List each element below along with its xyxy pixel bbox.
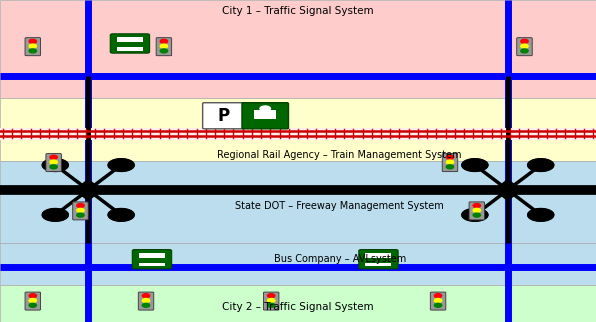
FancyBboxPatch shape xyxy=(73,202,88,220)
Circle shape xyxy=(521,44,528,48)
Text: City 2 – Traffic Signal System: City 2 – Traffic Signal System xyxy=(222,301,374,312)
Text: Bus Company – AVLsystem: Bus Company – AVLsystem xyxy=(274,254,406,264)
FancyBboxPatch shape xyxy=(25,38,41,56)
Circle shape xyxy=(29,39,36,43)
Polygon shape xyxy=(527,209,554,221)
Text: City 1 – Traffic Signal System: City 1 – Traffic Signal System xyxy=(222,6,374,16)
FancyBboxPatch shape xyxy=(517,38,532,56)
FancyBboxPatch shape xyxy=(156,38,172,56)
Bar xyxy=(117,47,143,51)
Circle shape xyxy=(50,155,57,159)
Circle shape xyxy=(77,208,84,212)
Circle shape xyxy=(473,208,480,212)
Polygon shape xyxy=(462,159,488,171)
Circle shape xyxy=(446,155,454,159)
Bar xyxy=(0,285,596,322)
Circle shape xyxy=(446,160,454,164)
FancyBboxPatch shape xyxy=(25,292,41,310)
Circle shape xyxy=(160,39,167,43)
FancyBboxPatch shape xyxy=(138,292,154,310)
Text: State DOT – Freeway Management System: State DOT – Freeway Management System xyxy=(235,201,444,211)
Circle shape xyxy=(473,213,480,217)
FancyBboxPatch shape xyxy=(359,250,398,269)
Bar xyxy=(0,0,596,98)
FancyBboxPatch shape xyxy=(132,250,172,269)
FancyBboxPatch shape xyxy=(242,103,288,129)
FancyBboxPatch shape xyxy=(203,103,244,129)
Circle shape xyxy=(521,39,528,43)
Bar xyxy=(0,243,596,285)
Bar xyxy=(139,253,165,258)
Circle shape xyxy=(142,298,150,302)
Polygon shape xyxy=(462,209,488,221)
Bar xyxy=(117,37,143,42)
Text: P: P xyxy=(218,107,229,125)
Circle shape xyxy=(160,49,167,53)
Circle shape xyxy=(50,160,57,164)
Circle shape xyxy=(434,298,442,302)
Circle shape xyxy=(268,298,275,302)
Circle shape xyxy=(142,303,150,307)
Polygon shape xyxy=(495,179,521,201)
Circle shape xyxy=(77,204,84,208)
Circle shape xyxy=(434,303,442,307)
Circle shape xyxy=(29,49,36,53)
Bar xyxy=(139,263,165,266)
FancyBboxPatch shape xyxy=(46,154,61,172)
Circle shape xyxy=(521,49,528,53)
Circle shape xyxy=(434,294,442,298)
FancyBboxPatch shape xyxy=(442,154,458,172)
FancyBboxPatch shape xyxy=(110,34,150,53)
Circle shape xyxy=(29,298,36,302)
Circle shape xyxy=(446,165,454,169)
Polygon shape xyxy=(527,159,554,171)
Text: Regional Rail Agency – Train Management System: Regional Rail Agency – Train Management … xyxy=(218,150,462,160)
Circle shape xyxy=(29,44,36,48)
Circle shape xyxy=(268,303,275,307)
FancyBboxPatch shape xyxy=(430,292,446,310)
Polygon shape xyxy=(75,179,101,201)
Circle shape xyxy=(77,213,84,217)
Bar xyxy=(254,110,276,119)
Polygon shape xyxy=(108,159,134,171)
Circle shape xyxy=(268,294,275,298)
Bar xyxy=(365,253,392,258)
Polygon shape xyxy=(108,209,134,221)
Circle shape xyxy=(29,294,36,298)
Circle shape xyxy=(160,44,167,48)
Polygon shape xyxy=(42,209,69,221)
Bar xyxy=(0,128,596,140)
FancyBboxPatch shape xyxy=(263,292,279,310)
Circle shape xyxy=(259,105,271,112)
Circle shape xyxy=(29,303,36,307)
Circle shape xyxy=(473,204,480,208)
Bar xyxy=(0,98,596,161)
Bar xyxy=(0,161,596,243)
FancyBboxPatch shape xyxy=(469,202,485,220)
Polygon shape xyxy=(42,159,69,171)
Circle shape xyxy=(50,165,57,169)
Circle shape xyxy=(142,294,150,298)
Bar xyxy=(365,263,392,266)
